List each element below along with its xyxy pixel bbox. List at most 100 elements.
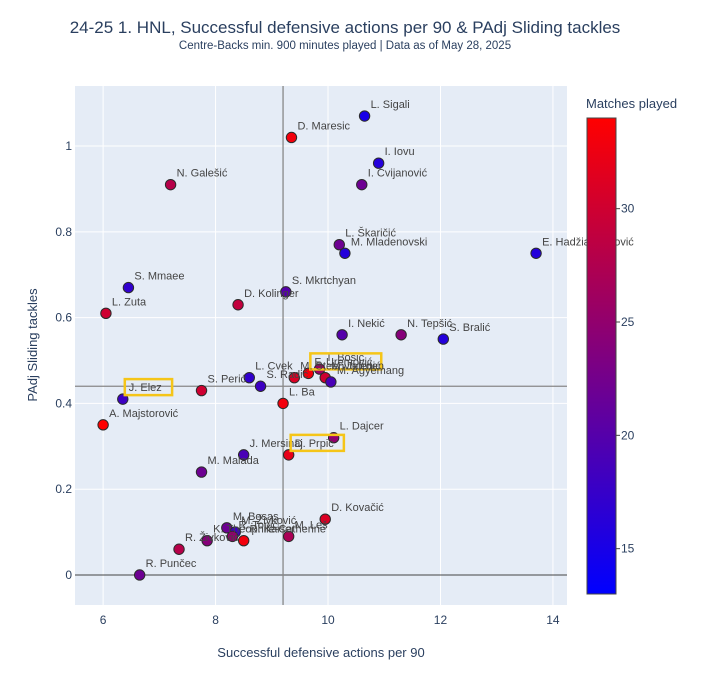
grid: [75, 86, 567, 605]
data-point: [277, 397, 289, 410]
data-point: [254, 380, 267, 392]
data-point: [395, 329, 407, 341]
point-label: M. Malada: [208, 455, 260, 467]
point-label: I. Nekić: [348, 318, 385, 330]
data-point: [195, 384, 208, 397]
point-label: D. Kolinger: [244, 288, 299, 300]
x-tick-label: 14: [546, 613, 560, 627]
point-label: S. Radić: [267, 369, 309, 381]
colorbar: Matches played 15 20 25 30: [586, 96, 677, 595]
y-axis-label: PAdj Sliding tackles: [25, 288, 40, 402]
point-label: M. Steenvoorden: [300, 361, 384, 373]
point-label: I. Cvijanović: [368, 168, 428, 180]
data-point: [237, 534, 250, 547]
data-point: [100, 307, 112, 320]
point-label: M. Jelenić: [331, 361, 381, 373]
data-point: [173, 543, 185, 555]
data-point: [356, 178, 368, 191]
data-point: [358, 110, 371, 122]
data-point: [122, 281, 135, 294]
y-tick-label: 0.8: [55, 225, 72, 239]
point-label: L. Ba: [289, 386, 316, 398]
point-label: D. Maresic: [297, 120, 350, 132]
data-point: [282, 449, 295, 461]
point-label: S. Mkrtchyan: [292, 275, 356, 287]
x-tick-label: 10: [321, 613, 335, 627]
point-label: N. Galešić: [177, 168, 228, 180]
y-tick-label: 0.4: [55, 396, 72, 410]
x-tick-label: 8: [212, 613, 219, 627]
point-label: L. Cvek: [255, 361, 293, 373]
y-tick-label: 0.2: [55, 482, 72, 496]
point-label: M. Leš: [295, 519, 329, 531]
point-label: J. Elez: [129, 382, 162, 394]
data-point: [285, 131, 298, 144]
point-label: L. Zuta: [112, 296, 147, 308]
data-point: [201, 534, 213, 547]
point-label: K. Theophile-Catherine: [213, 524, 326, 536]
y-tick-label: 1: [65, 139, 72, 153]
colorbar-title: Matches played: [586, 96, 677, 111]
chart-title: 24-25 1. HNL, Successful defensive actio…: [69, 18, 621, 37]
data-point: [117, 393, 129, 405]
x-axis-ticks: 6 8 10 12 14: [100, 613, 560, 627]
point-label: S. Bralić: [449, 322, 490, 334]
point-label: S. Mmaee: [134, 271, 184, 283]
data-point: [226, 530, 239, 543]
point-label: L. Sigali: [371, 99, 410, 111]
point-label: I. Iovu: [385, 146, 415, 158]
colorbar-tick-label: 25: [621, 315, 635, 329]
point-label: R. Punčec: [146, 558, 197, 570]
data-point: [288, 371, 300, 384]
point-label: L. Dajcer: [340, 421, 384, 433]
data-point: [319, 513, 331, 525]
data-point: [325, 376, 337, 388]
highlight-box: [123, 377, 174, 397]
point-label: L. Škaričić: [345, 227, 396, 240]
point-label: R. Topić: [238, 519, 278, 531]
point-label: M. Živković: [241, 514, 297, 527]
data-point: [243, 371, 256, 384]
point-label: T. Bošić: [326, 352, 365, 364]
point-label: M. Bosas: [233, 511, 279, 523]
reference-lines: [75, 86, 567, 605]
y-tick-label: 0: [65, 568, 72, 582]
point-label: F. Uremović: [314, 356, 373, 368]
data-point: [530, 247, 542, 259]
data-point: [333, 239, 345, 251]
data-point: [164, 178, 177, 191]
data-point: [339, 247, 351, 259]
highlight-box: [309, 352, 383, 371]
point-label: M. Agyemang: [337, 365, 404, 377]
colorbar-tick-label: 30: [621, 202, 635, 216]
data-point: [282, 530, 295, 543]
point-labels: L. Sigali D. Maresic I. Iovu I. Cvijanović N…: [109, 99, 634, 570]
colorbar-ticks: 15 20 25 30: [616, 202, 635, 556]
colorbar-gradient: [586, 117, 617, 595]
data-points: [97, 110, 542, 581]
data-point: [97, 419, 109, 431]
point-label: D. Kovačić: [331, 502, 384, 514]
y-tick-label: 0.6: [55, 311, 72, 325]
data-point: [280, 286, 292, 298]
data-point: [372, 157, 385, 169]
data-point: [437, 333, 449, 345]
highlight-box: [289, 433, 346, 453]
point-label: R. Živković: [185, 531, 239, 544]
data-point: [195, 466, 208, 478]
data-point: [302, 367, 315, 380]
point-label: M. Mladenovski: [351, 236, 427, 248]
x-axis-label: Successful defensive actions per 90: [217, 645, 424, 660]
x-tick-label: 12: [434, 613, 448, 627]
data-point: [232, 299, 244, 311]
point-label: R. Kaiser: [250, 524, 296, 536]
point-label: S. Perić: [208, 374, 247, 386]
colorbar-tick-label: 15: [621, 542, 635, 556]
y-axis-ticks: 0 0.2 0.4 0.6 0.8 1: [55, 139, 72, 582]
point-label: D. Prpić: [295, 438, 335, 450]
chart-subtitle: Centre-Backs min. 900 minutes played | D…: [178, 40, 512, 52]
point-label: N. Tepšić: [407, 318, 453, 330]
colorbar-tick-label: 20: [621, 428, 635, 442]
point-label: A. Majstorović: [109, 408, 179, 420]
